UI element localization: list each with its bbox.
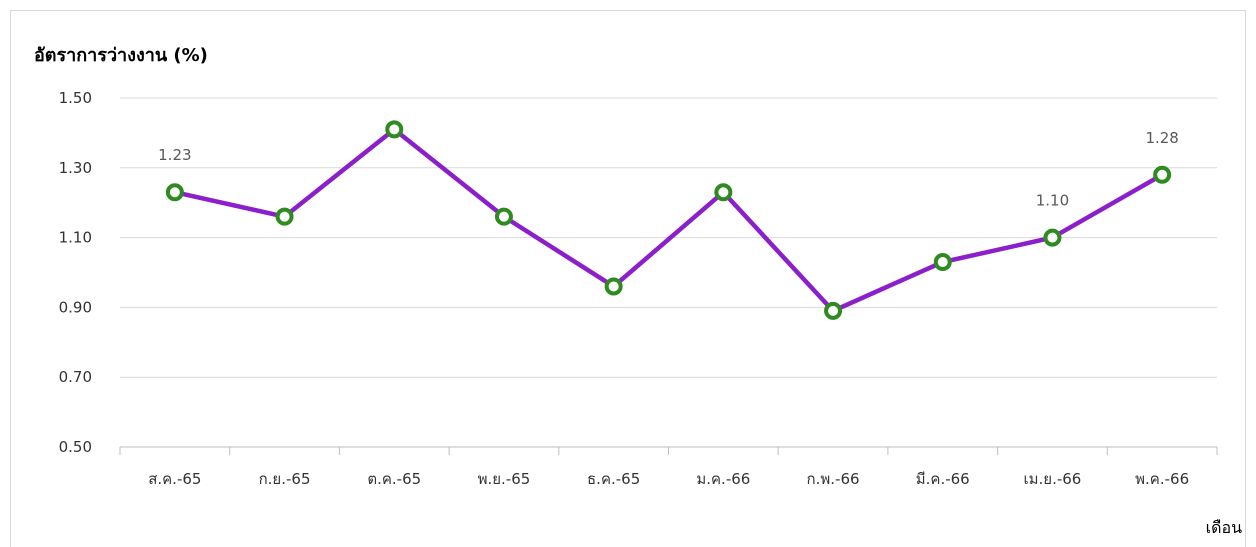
chart-frame bbox=[10, 10, 1246, 547]
data-label: 1.23 bbox=[158, 146, 191, 164]
x-tick-label: ต.ค.-65 bbox=[367, 470, 421, 488]
x-tick-label: ก.ย.-65 bbox=[259, 470, 311, 488]
data-point bbox=[275, 207, 294, 226]
y-axis-title: อัตราการว่างงาน (%) bbox=[34, 45, 208, 66]
data-point bbox=[933, 253, 952, 272]
x-axis-title: เดือน bbox=[1205, 518, 1242, 537]
y-tick-label: 1.50 bbox=[59, 89, 92, 107]
data-point bbox=[165, 183, 184, 202]
x-tick-label: พ.ย.-65 bbox=[478, 470, 531, 488]
data-label: 1.10 bbox=[1036, 192, 1069, 210]
x-tick-label: พ.ค.-66 bbox=[1135, 470, 1189, 488]
x-tick-label: ก.พ.-66 bbox=[807, 470, 860, 488]
data-point bbox=[1043, 228, 1062, 247]
series-line bbox=[174, 127, 1164, 314]
data-point bbox=[494, 207, 513, 226]
data-point bbox=[385, 120, 404, 139]
x-tick-label: ธ.ค.-65 bbox=[587, 470, 640, 488]
y-tick-label: 0.50 bbox=[59, 438, 92, 456]
data-point bbox=[824, 301, 843, 320]
y-tick-label: 1.30 bbox=[59, 159, 92, 177]
y-tick-label: 0.70 bbox=[59, 368, 92, 386]
data-point bbox=[604, 277, 623, 296]
data-label: 1.28 bbox=[1145, 129, 1178, 147]
x-tick-label: ม.ค.-66 bbox=[696, 470, 750, 488]
x-tick-label: มี.ค.-66 bbox=[916, 470, 970, 488]
y-tick-label: 1.10 bbox=[59, 229, 92, 247]
x-tick-label: ส.ค.-65 bbox=[148, 470, 201, 488]
y-tick-label: 0.90 bbox=[59, 298, 92, 316]
data-point bbox=[1153, 165, 1172, 184]
x-tick-label: เม.ย.-66 bbox=[1024, 470, 1082, 488]
data-point bbox=[714, 183, 733, 202]
